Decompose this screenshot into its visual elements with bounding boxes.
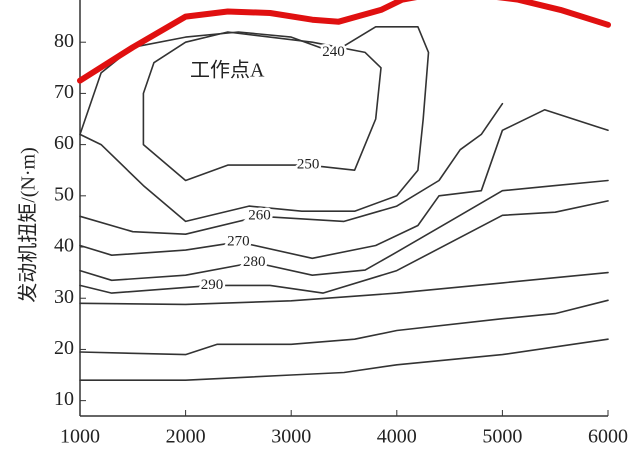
contour-label: 260 bbox=[248, 208, 271, 224]
contour-line bbox=[142, 31, 382, 182]
x-tick-label: 3000 bbox=[271, 426, 311, 448]
contour-line bbox=[79, 179, 609, 282]
contour-line bbox=[79, 200, 609, 294]
contour-line bbox=[79, 109, 609, 260]
y-tick-label: 10 bbox=[54, 388, 74, 410]
contour-label: 240 bbox=[322, 44, 345, 60]
contour-line bbox=[79, 26, 430, 223]
y-tick-label: 60 bbox=[54, 132, 74, 154]
contour-label: 270 bbox=[227, 233, 250, 249]
contour-label: 290 bbox=[201, 277, 224, 293]
contour-line bbox=[79, 271, 609, 306]
y-tick-label: 20 bbox=[54, 337, 74, 359]
contour-line bbox=[79, 102, 504, 235]
y-tick-label: 90 bbox=[54, 0, 74, 1]
y-tick-label: 50 bbox=[54, 183, 74, 205]
y-tick-label: 40 bbox=[54, 235, 74, 257]
x-tick-label: 1000 bbox=[60, 426, 100, 448]
y-tick-label: 70 bbox=[54, 81, 74, 103]
x-tick-label: 2000 bbox=[166, 426, 206, 448]
annotation: 工作点A bbox=[190, 59, 265, 82]
contour-line bbox=[79, 299, 609, 356]
x-tick-label: 4000 bbox=[377, 426, 417, 448]
x-tick-label: 6000 bbox=[588, 426, 628, 448]
contour-label: 250 bbox=[297, 157, 320, 173]
y-tick-label: 30 bbox=[54, 286, 74, 308]
y-tick-label: 80 bbox=[54, 30, 74, 52]
x-tick-label: 5000 bbox=[482, 426, 522, 448]
contour-line bbox=[79, 338, 609, 381]
y-axis-label: 发动机扭矩/(N·m) bbox=[17, 147, 40, 303]
max-torque-line bbox=[77, 0, 611, 84]
contour-label: 280 bbox=[243, 254, 266, 270]
